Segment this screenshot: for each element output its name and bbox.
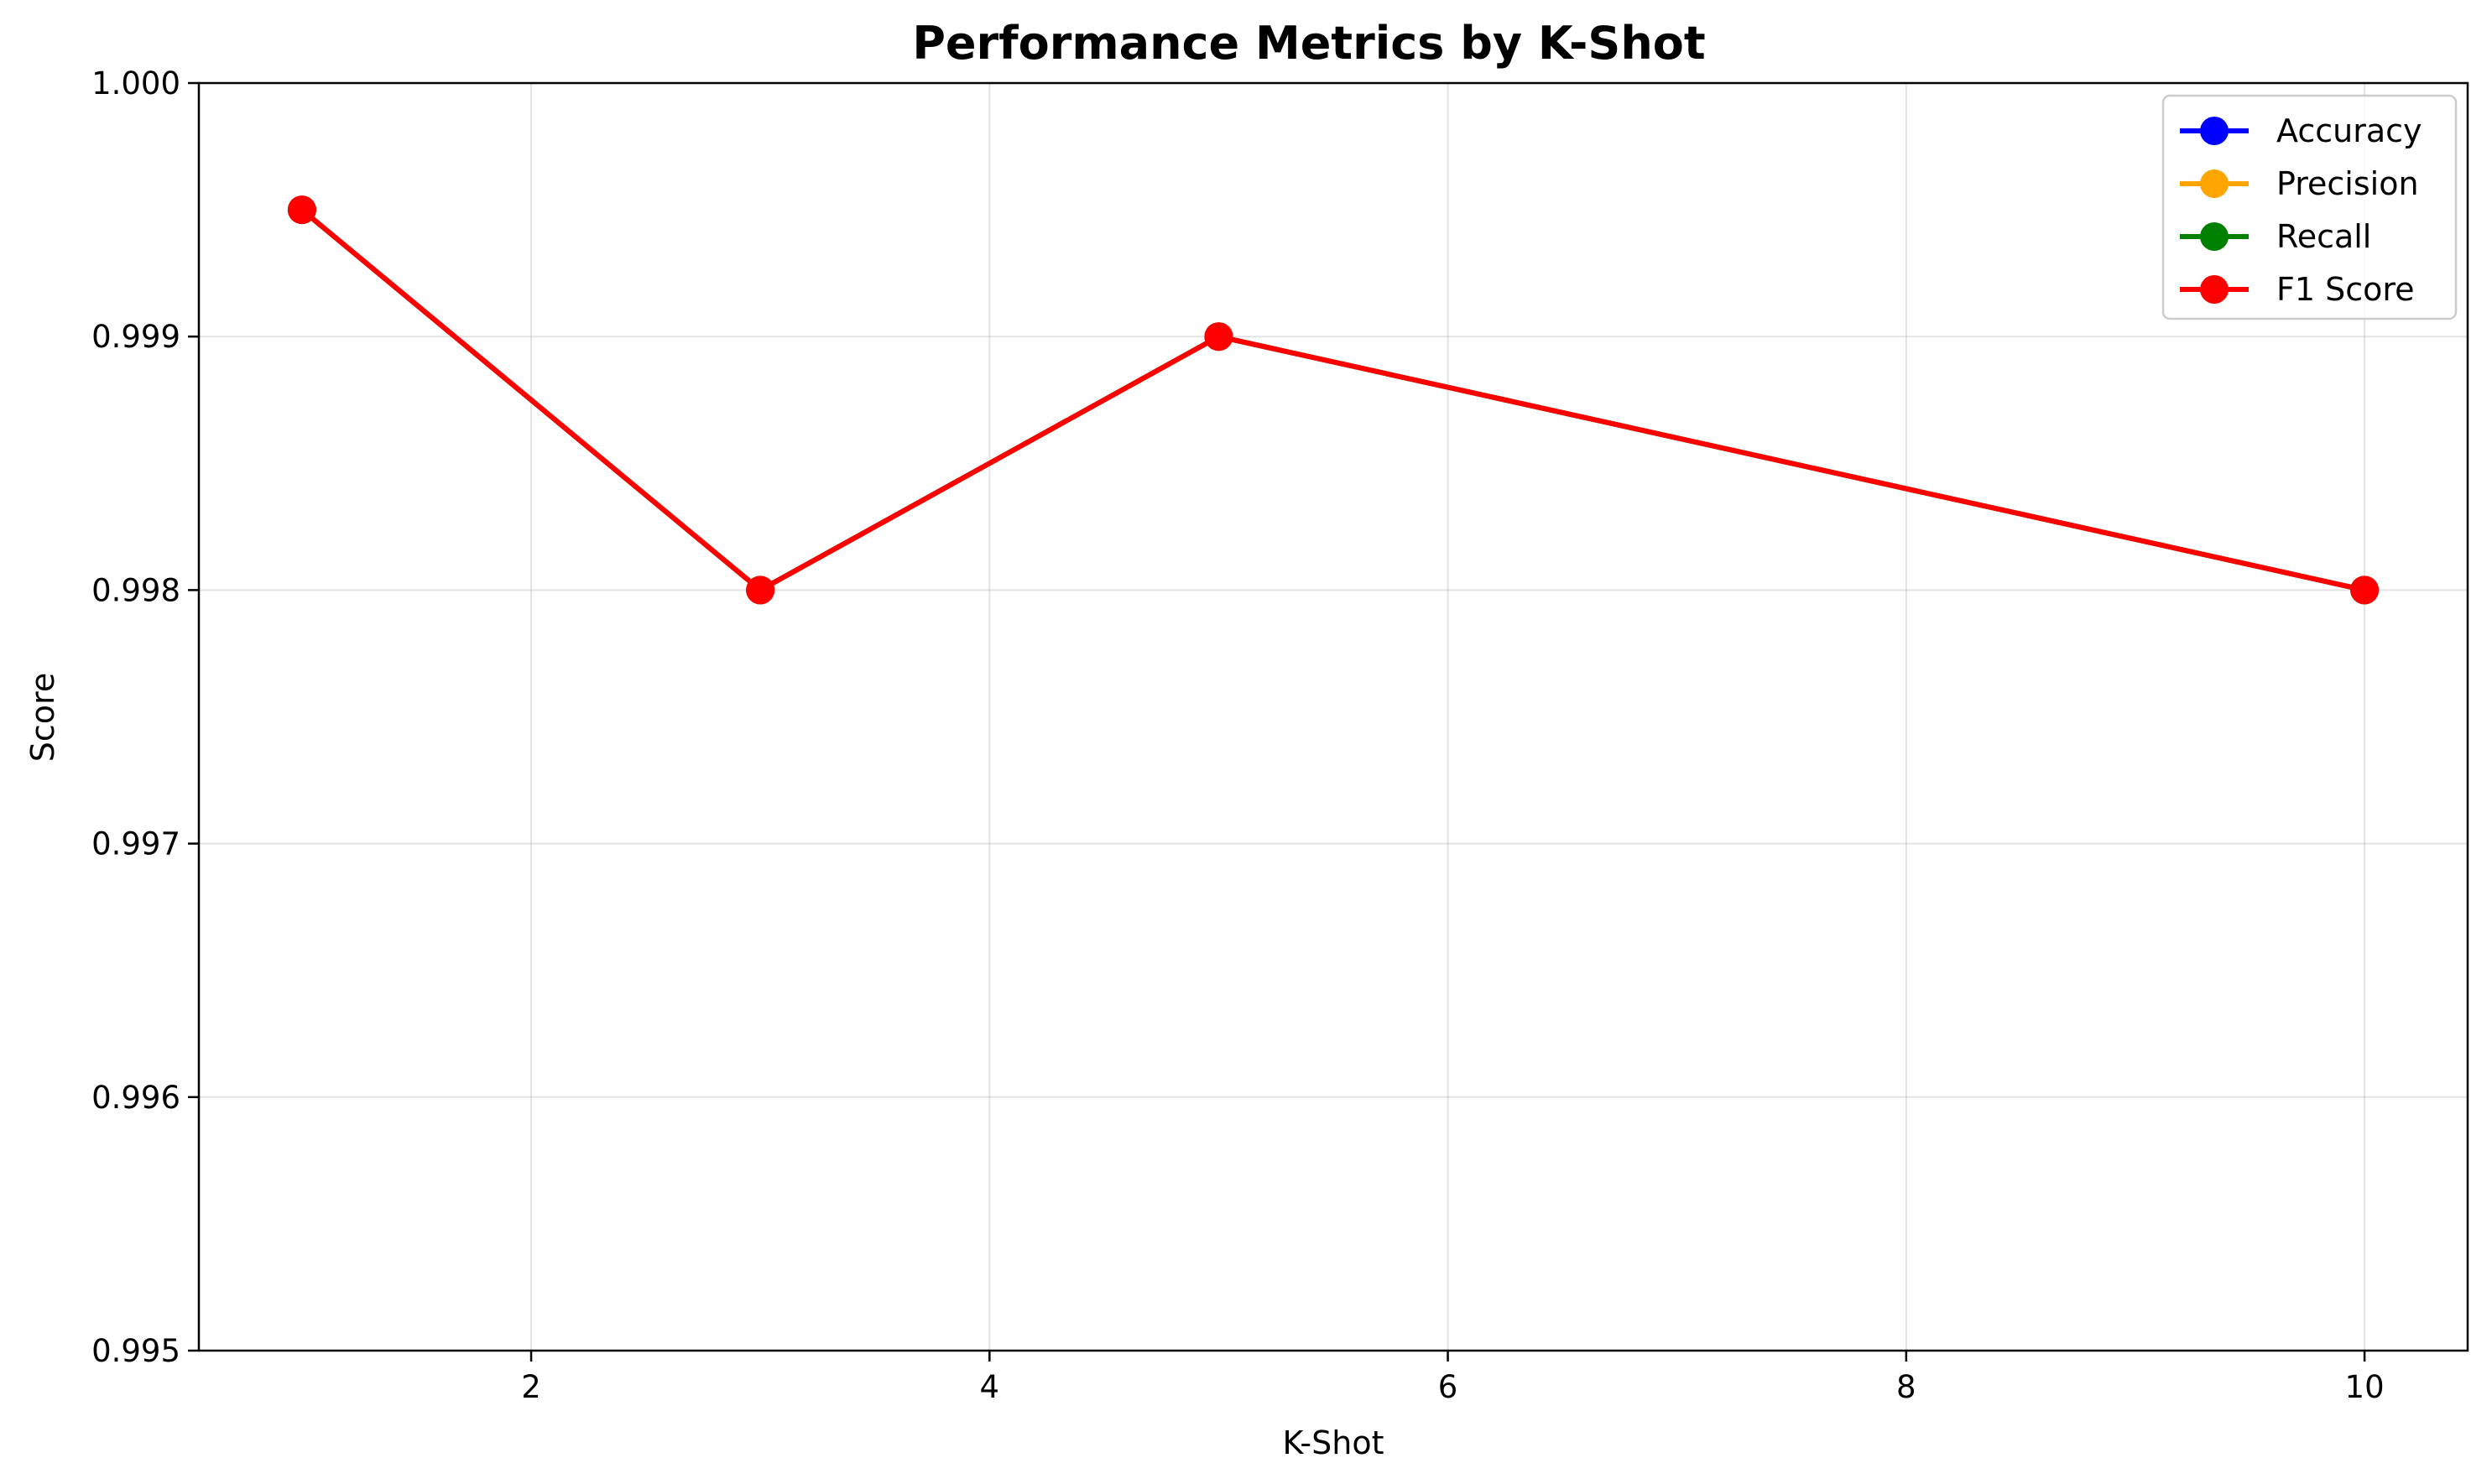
y-axis-ticks: 0.995 0.996 0.997 0.998 0.999 1.000: [91, 65, 199, 1369]
legend-label: Recall: [2276, 218, 2371, 255]
data-point-f1-score: [746, 575, 775, 605]
x-axis-label: K-Shot: [1283, 1424, 1384, 1461]
data-point-f1-score: [1204, 322, 1233, 351]
legend-marker: [2200, 117, 2229, 145]
y-axis-label: Score: [24, 673, 61, 762]
data-point-f1-score: [287, 195, 316, 225]
legend-item-recall: Recall: [2180, 218, 2371, 255]
legend-item-precision: Precision: [2180, 165, 2419, 202]
y-tick-label: 0.995: [91, 1333, 180, 1369]
legend-marker: [2200, 169, 2229, 198]
legend-marker: [2200, 275, 2229, 304]
legend-marker: [2200, 222, 2229, 251]
y-tick-label: 0.998: [91, 572, 180, 608]
legend-label: Accuracy: [2276, 112, 2422, 149]
y-tick-label: 0.996: [91, 1080, 180, 1116]
plot-frame: [197, 81, 2469, 1352]
x-tick-label: 4: [980, 1369, 1000, 1405]
y-tick-label: 1.000: [91, 65, 180, 102]
legend-item-accuracy: Accuracy: [2180, 112, 2422, 149]
x-tick-label: 8: [1896, 1369, 1916, 1405]
legend-item-f1-score: F1 Score: [2180, 271, 2415, 308]
series-line-f1-score: [299, 207, 2368, 593]
y-tick-label: 0.997: [91, 826, 180, 862]
x-tick-label: 2: [521, 1369, 541, 1405]
series-f1-score: [287, 195, 2380, 605]
x-axis-ticks: 2 4 6 8 10: [521, 1351, 2385, 1405]
x-tick-label: 6: [1438, 1369, 1458, 1405]
series-layer: [287, 195, 2380, 605]
legend-label: Precision: [2276, 165, 2419, 202]
chart-title: Performance Metrics by K-Shot: [912, 17, 1705, 70]
legend-frame: [2161, 94, 2458, 320]
legend-label: F1 Score: [2276, 271, 2415, 308]
legend: Accuracy Precision Recall F1 Score: [2161, 94, 2458, 320]
x-tick-label: 10: [2345, 1369, 2385, 1405]
data-point-f1-score: [2350, 575, 2380, 605]
y-tick-label: 0.999: [91, 319, 180, 355]
